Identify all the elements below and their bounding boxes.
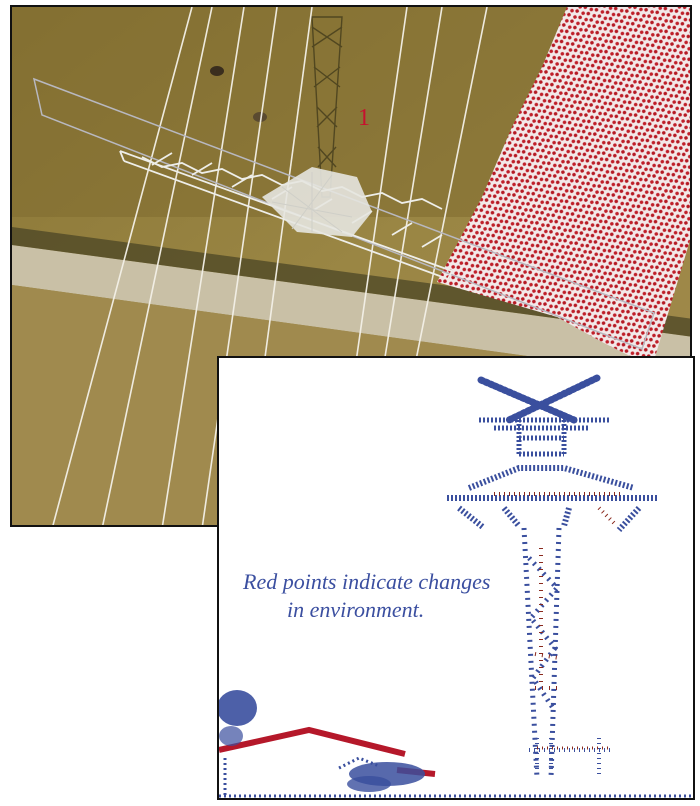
- tower-legs-changed: [534, 548, 560, 690]
- caption-line-2: in environment.: [287, 597, 425, 622]
- point-cloud-panel: Red points indicate changes in environme…: [217, 356, 695, 800]
- animal: [210, 66, 224, 76]
- caption-line-1: Red points indicate changes: [243, 569, 491, 594]
- point-cloud-view: [219, 374, 693, 798]
- road-shoulder: [12, 227, 690, 337]
- tower-top: [477, 374, 601, 424]
- tower-base: [529, 738, 611, 778]
- building-roof-points: [437, 7, 690, 367]
- tower-top-arm: [479, 417, 609, 457]
- animal: [253, 112, 267, 122]
- tower-main-arm: [447, 465, 659, 533]
- selection-box: [32, 77, 655, 350]
- tower-body: [262, 167, 372, 237]
- tower-main-arm-changed: [494, 492, 624, 525]
- tree-left: [219, 690, 257, 746]
- caption: Red points indicate changes in environme…: [243, 568, 543, 624]
- change-marker-label: 1: [358, 105, 370, 131]
- road: [12, 245, 690, 379]
- bush: [347, 762, 425, 792]
